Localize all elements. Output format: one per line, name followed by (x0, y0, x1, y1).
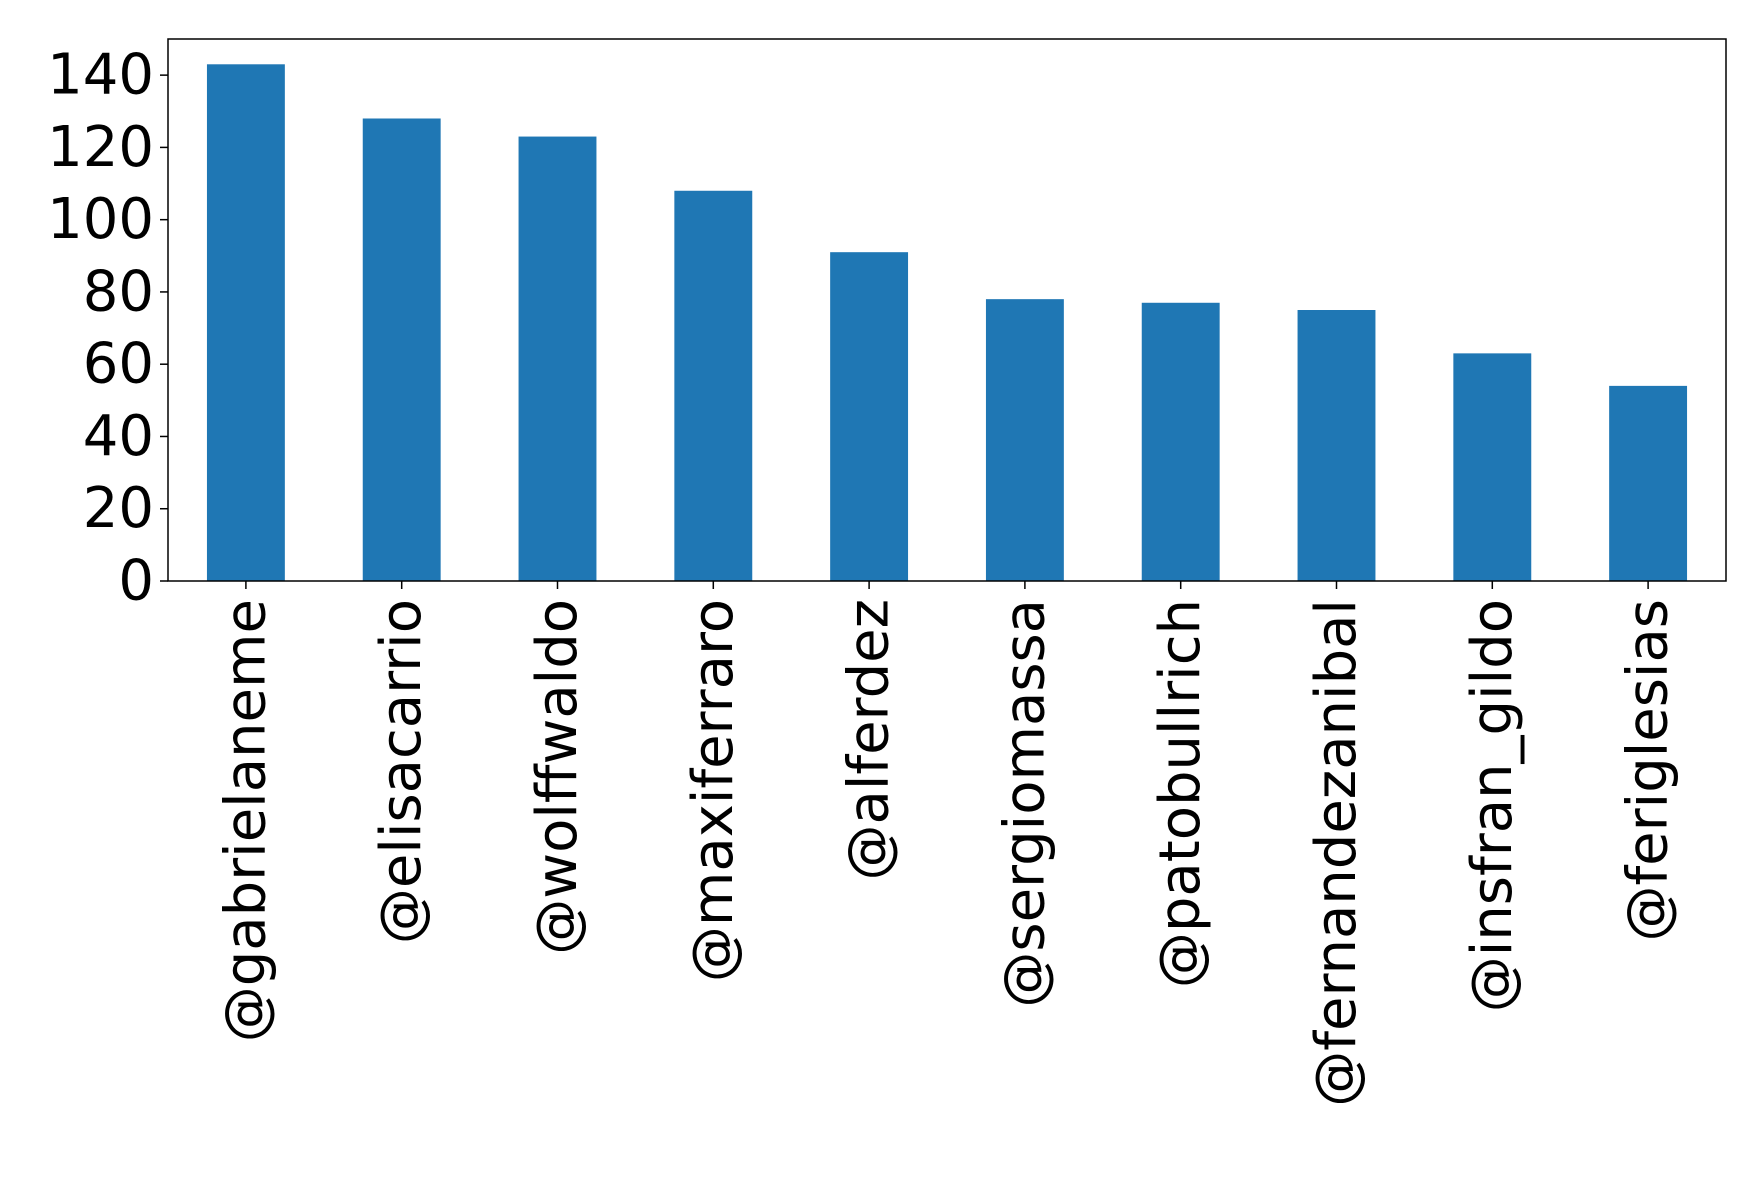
x-tick-label: @elisacarrio (369, 599, 434, 944)
y-tick-label: 100 (47, 187, 154, 252)
bar (1453, 353, 1532, 581)
bar (206, 64, 285, 581)
x-tick-label: @gabrielaneme (213, 599, 278, 1042)
x-tick-label: @sergiomassa (992, 599, 1057, 1008)
x-tick-label: @fernandezanibal (1304, 599, 1369, 1107)
y-tick-label: 140 (47, 43, 154, 108)
bar (1609, 385, 1688, 581)
x-tick-label: @alferdez (837, 599, 902, 880)
bar (1141, 302, 1220, 581)
y-tick-label: 120 (47, 115, 154, 180)
y-axis: 0 20 40 60 80 100 120 140 (47, 43, 168, 614)
x-axis: @gabrielaneme @elisacarrio @wolffwaldo @max… (213, 581, 1681, 1107)
y-tick-label: 0 (118, 549, 154, 614)
x-tick-label: @patobullrich (1148, 599, 1213, 988)
y-tick-label: 40 (83, 404, 154, 469)
x-tick-label: @wolffwaldo (525, 599, 590, 955)
bar (1297, 310, 1376, 581)
bars-layer (206, 64, 1688, 582)
bar (362, 118, 441, 581)
bar (830, 252, 909, 582)
x-tick-label: @feriglesias (1616, 599, 1681, 942)
y-tick-label: 60 (83, 332, 154, 397)
bar (985, 299, 1064, 581)
plot-frame (167, 38, 1727, 582)
y-tick-label: 20 (83, 476, 154, 541)
x-tick-label: @insfran_gildo (1460, 599, 1525, 1012)
y-tick-label: 80 (83, 259, 154, 324)
bar (518, 136, 597, 581)
bar (674, 190, 753, 581)
x-tick-label: @maxiferraro (681, 599, 746, 982)
